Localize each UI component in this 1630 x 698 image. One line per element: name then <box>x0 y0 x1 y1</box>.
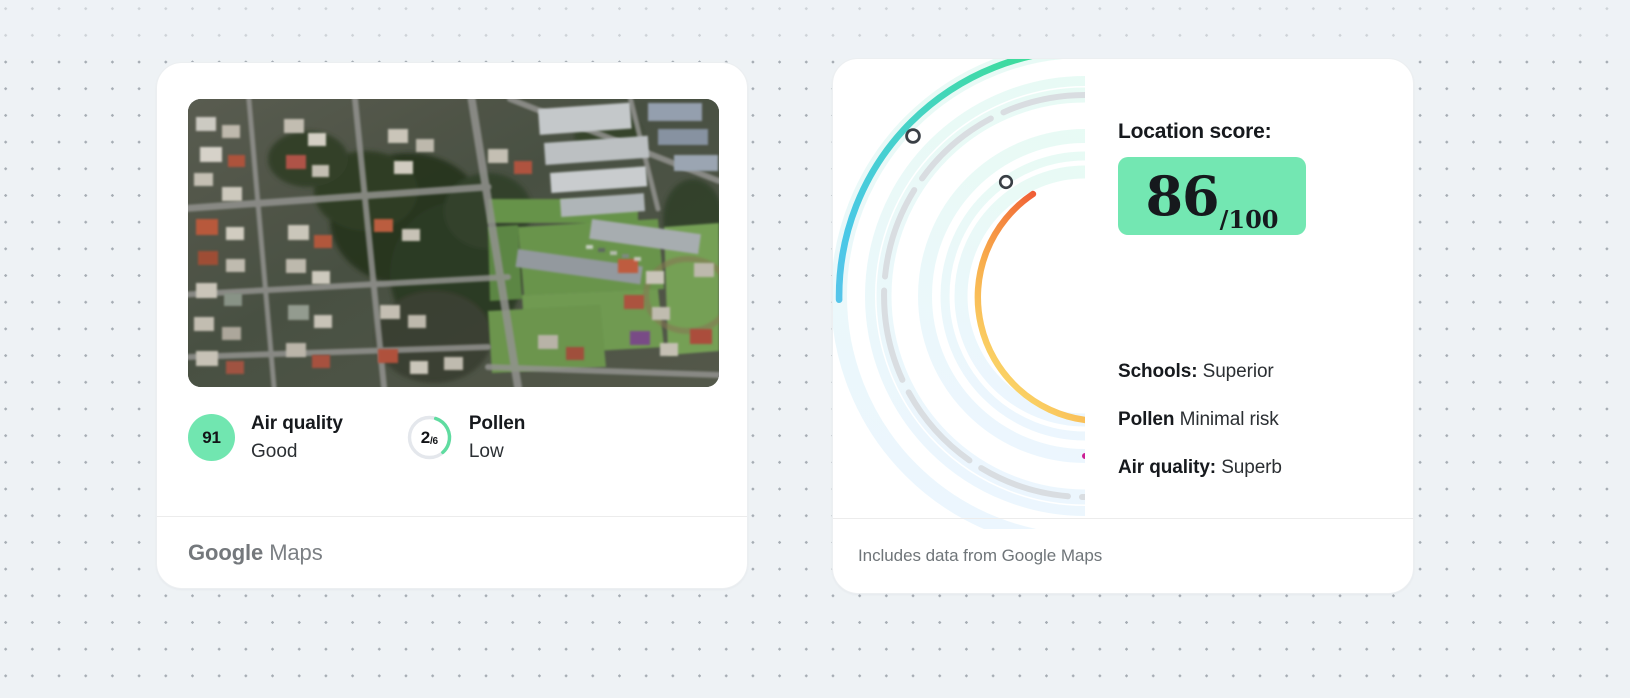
location-score-card: Location score: 86/100 Schools: Superior… <box>832 58 1414 594</box>
background-top-band <box>0 0 1630 59</box>
air-quality-title: Air quality <box>251 413 343 434</box>
air-quality-subtitle: Good <box>251 440 298 462</box>
stat-pollen[interactable]: 2/6 Pollen Low <box>406 410 525 465</box>
left-card-footer: Google Maps <box>157 516 747 588</box>
right-card-footer: Includes data from Google Maps <box>833 518 1413 593</box>
fact-pollen-value: Minimal risk <box>1174 409 1279 430</box>
fact-air-quality-value: Superb <box>1216 457 1282 478</box>
gauge-arc-air-quality <box>835 59 1033 529</box>
location-score-value: 86 <box>1145 164 1219 229</box>
pollen-ring-value: 2/6 <box>420 427 438 447</box>
air-quality-score-badge: 91 <box>188 414 235 462</box>
pollen-ring-graphic <box>407 415 452 460</box>
gauge-endpoint-marker-outer <box>905 128 921 144</box>
air-quality-text: Air quality Good <box>251 410 343 465</box>
satellite-map-image[interactable] <box>188 99 719 387</box>
gauge-endpoint-marker-inner <box>998 174 1014 190</box>
stat-air-quality[interactable]: 91 Air quality Good <box>188 410 343 465</box>
environment-stats-row: 91 Air quality Good 2/6 Pollen Low <box>188 410 525 465</box>
fact-schools: Schools: Superior <box>1118 362 1282 381</box>
location-score-chip: 86/100 <box>1118 157 1306 236</box>
air-quality-score-value: 91 <box>202 427 221 447</box>
gauge-arc-score <box>974 190 1085 424</box>
google-maps-logo[interactable]: Google Maps <box>188 540 323 566</box>
pollen-text: Pollen Low <box>468 410 526 465</box>
location-score-gauge <box>833 59 1085 529</box>
fact-schools-label: Schools: <box>1118 361 1198 382</box>
fact-air-quality: Air quality: Superb <box>1118 458 1282 477</box>
satellite-map-graphic <box>188 99 719 387</box>
google-wordmark: Google <box>188 539 264 565</box>
fact-air-quality-label: Air quality: <box>1118 457 1217 478</box>
air-quality-map-card: 91 Air quality Good 2/6 Pollen Low Googl… <box>156 62 748 589</box>
location-score-gauge-graphic <box>833 59 1085 529</box>
gauge-arc-schools <box>881 92 1085 500</box>
location-facts-list: Schools: Superior Pollen Minimal risk Ai… <box>1118 362 1282 477</box>
location-score-label: Location score: <box>1118 120 1272 143</box>
fact-pollen-label: Pollen <box>1118 409 1175 430</box>
fact-pollen: Pollen Minimal risk <box>1118 410 1282 429</box>
fact-schools-value: Superior <box>1197 361 1274 382</box>
maps-wordmark: Maps <box>263 539 323 565</box>
location-score-block: Location score: 86/100 <box>1118 119 1306 236</box>
location-score-denominator: /100 <box>1219 205 1279 235</box>
pollen-subtitle: Low <box>468 440 504 462</box>
pollen-title: Pollen <box>468 413 526 434</box>
google-maps-attribution: Includes data from Google Maps <box>858 546 1103 565</box>
pollen-ring-gauge: 2/6 <box>406 414 453 461</box>
